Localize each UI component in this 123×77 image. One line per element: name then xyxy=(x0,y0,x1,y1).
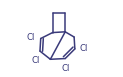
Text: Cl: Cl xyxy=(62,64,70,73)
Text: Cl: Cl xyxy=(80,44,88,53)
Text: Cl: Cl xyxy=(27,33,35,42)
Text: Cl: Cl xyxy=(31,56,40,65)
